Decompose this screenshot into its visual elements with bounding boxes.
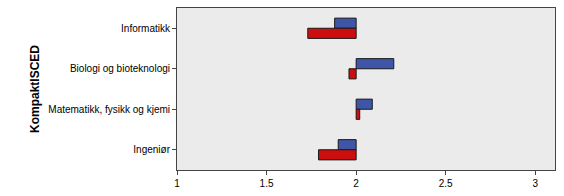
svg-text:Matematikk, fysikk og kjemi: Matematikk, fysikk og kjemi — [48, 104, 170, 115]
svg-text:1.5: 1.5 — [260, 178, 274, 189]
svg-text:KompaktISCED: KompaktISCED — [28, 45, 42, 133]
svg-text:1: 1 — [174, 178, 180, 189]
svg-text:3: 3 — [533, 178, 539, 189]
svg-text:2: 2 — [353, 178, 359, 189]
svg-text:2.5: 2.5 — [439, 178, 453, 189]
svg-text:Ingeniør: Ingeniør — [133, 144, 170, 155]
svg-text:Informatikk: Informatikk — [121, 23, 171, 34]
svg-text:Biologi og bioteknologi: Biologi og bioteknologi — [70, 63, 170, 74]
